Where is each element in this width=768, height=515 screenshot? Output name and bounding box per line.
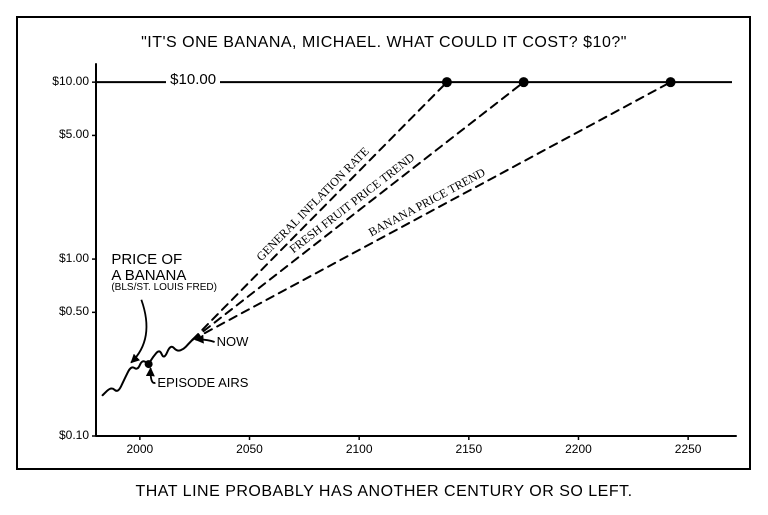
x-axis-tick-label: 2150 — [449, 442, 489, 456]
y-axis-tick-label: $10.00 — [34, 74, 89, 88]
x-axis-tick-label: 2200 — [558, 442, 598, 456]
trend-line — [192, 82, 670, 340]
y-axis-tick-label: $0.10 — [34, 428, 89, 442]
price-of-banana-label: PRICE OFA BANANA(BLS/ST. LOUIS FRED) — [111, 252, 217, 294]
ten-dollar-label: $10.00 — [166, 71, 220, 88]
trend-end-marker — [666, 77, 676, 87]
price-label-arrow — [131, 300, 146, 363]
x-axis-tick-label: 2250 — [668, 442, 708, 456]
trend-line — [192, 82, 523, 340]
x-axis-tick-label: 2100 — [339, 442, 379, 456]
episode-airs-arrow — [151, 368, 156, 383]
x-axis-tick-label: 2000 — [120, 442, 160, 456]
episode-airs-marker — [145, 360, 153, 368]
y-axis-tick-label: $5.00 — [34, 127, 89, 141]
y-axis-tick-label: $1.00 — [34, 251, 89, 265]
now-label: NOW — [217, 334, 249, 349]
x-axis-tick-label: 2050 — [230, 442, 270, 456]
episode-airs-label: EPISODE AIRS — [157, 375, 248, 390]
trend-end-marker — [519, 77, 529, 87]
now-arrow — [195, 340, 214, 342]
trend-end-marker — [442, 77, 452, 87]
y-axis-tick-label: $0.50 — [34, 304, 89, 318]
